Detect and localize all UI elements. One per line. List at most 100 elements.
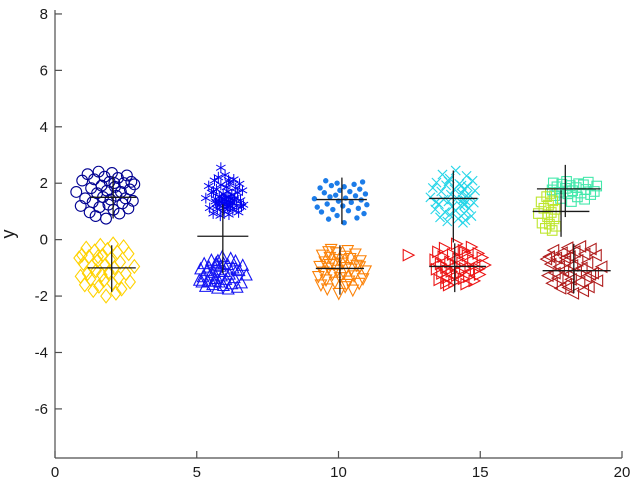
triangle-down-marker xyxy=(359,265,373,279)
y-tick-label: -4 xyxy=(35,344,48,361)
x-tick-label: 10 xyxy=(330,464,347,481)
cluster-mean-cross xyxy=(536,164,601,218)
asterisk-marker xyxy=(210,195,221,203)
triangle-left-marker xyxy=(576,284,590,298)
square-marker xyxy=(570,182,582,193)
triangle-left-marker xyxy=(540,269,554,283)
triangle-up-marker xyxy=(198,279,212,292)
asterisk-marker xyxy=(200,194,211,202)
axes-layer: -6 -4 -2 0 2 4 6 8 0 5 10 15 20 xyxy=(35,6,631,481)
triangle-right-marker xyxy=(472,246,486,260)
square-marker xyxy=(547,195,559,207)
triangle-left-marker xyxy=(590,274,604,288)
x-marker xyxy=(459,198,470,209)
triangle-down-marker xyxy=(353,261,367,274)
cluster-circles-navy xyxy=(70,165,141,225)
x-marker xyxy=(461,170,472,181)
asterisk-marker xyxy=(232,189,243,196)
triangle-right-marker xyxy=(465,240,479,254)
triangle-down-marker xyxy=(356,273,370,286)
asterisk-marker xyxy=(215,164,226,171)
circle-marker xyxy=(125,175,138,188)
dot-marker xyxy=(324,201,330,207)
x-marker xyxy=(435,212,446,223)
square-marker xyxy=(588,186,600,197)
square-marker xyxy=(591,180,603,192)
dot-marker xyxy=(348,199,354,206)
cluster-mean-cross xyxy=(197,204,249,274)
diamond-marker xyxy=(110,285,122,301)
triangle-up-marker xyxy=(211,253,225,267)
x-marker xyxy=(466,211,477,222)
triangle-left-marker xyxy=(567,244,581,258)
dot-marker xyxy=(340,203,346,209)
triangle-left-marker xyxy=(572,275,586,289)
triangle-right-marker xyxy=(441,264,455,278)
scatter-points-layer xyxy=(70,162,608,304)
dot-marker xyxy=(328,182,335,189)
triangle-right-marker xyxy=(440,276,453,290)
triangle-left-marker xyxy=(565,258,579,272)
y-tick-label: 2 xyxy=(40,175,48,192)
circle-marker xyxy=(128,178,141,191)
x-marker xyxy=(445,189,456,200)
triangle-down-marker xyxy=(329,247,343,260)
circle-marker xyxy=(110,189,123,202)
triangle-down-marker xyxy=(353,255,367,268)
triangle-left-marker xyxy=(564,272,577,286)
diamond-marker xyxy=(87,282,100,299)
diamond-marker xyxy=(115,281,128,297)
triangle-left-marker xyxy=(545,276,558,290)
dot-marker xyxy=(330,206,336,213)
asterisk-marker xyxy=(223,188,233,195)
triangle-down-marker xyxy=(319,274,333,288)
circle-marker xyxy=(79,192,92,205)
asterisk-marker xyxy=(220,171,231,179)
triangle-left-marker xyxy=(553,281,567,295)
triangle-down-marker xyxy=(342,275,356,289)
diamond-marker xyxy=(80,240,93,256)
dot-marker xyxy=(332,192,339,198)
diamond-marker xyxy=(92,248,104,265)
y-tick-label: 4 xyxy=(40,119,48,136)
triangle-left-marker xyxy=(542,250,556,264)
asterisk-marker xyxy=(213,174,224,181)
dot-marker xyxy=(347,188,353,195)
triangle-down-marker xyxy=(313,260,327,274)
x-marker xyxy=(467,175,478,186)
cluster-mean-cross xyxy=(542,243,611,294)
triangle-up-marker xyxy=(209,257,223,271)
cluster-triangles-down-orange xyxy=(311,243,373,301)
dot-marker xyxy=(352,193,359,199)
diamond-marker xyxy=(73,250,85,266)
asterisk-marker xyxy=(225,195,236,202)
asterisk-marker xyxy=(238,201,249,208)
triangle-left-marker xyxy=(594,260,608,274)
asterisk-marker xyxy=(230,185,241,192)
dot-marker xyxy=(314,204,320,210)
triangle-up-marker xyxy=(197,256,211,270)
dot-marker xyxy=(345,208,352,214)
cluster-mean-cross xyxy=(315,245,365,295)
triangle-right-marker xyxy=(459,261,472,275)
diamond-marker xyxy=(81,265,94,282)
cluster-mean-cross xyxy=(429,243,486,293)
triangle-up-marker xyxy=(209,274,223,287)
x-marker xyxy=(457,217,468,228)
triangle-left-marker xyxy=(558,251,572,265)
square-marker xyxy=(582,176,594,188)
x-marker xyxy=(436,186,447,197)
circle-marker xyxy=(108,177,121,190)
dot-marker xyxy=(318,209,325,215)
dot-marker xyxy=(325,216,332,222)
triangle-right-marker xyxy=(450,237,464,251)
triangle-right-marker xyxy=(437,250,451,264)
cluster-triangles-left-darkred xyxy=(539,239,608,300)
y-axis-label: y xyxy=(0,230,18,239)
diamond-marker xyxy=(117,239,130,255)
triangle-down-marker xyxy=(341,245,355,258)
dot-marker xyxy=(321,190,328,196)
asterisk-marker xyxy=(224,179,235,186)
triangle-left-marker xyxy=(539,252,553,266)
triangle-up-marker xyxy=(195,274,209,288)
